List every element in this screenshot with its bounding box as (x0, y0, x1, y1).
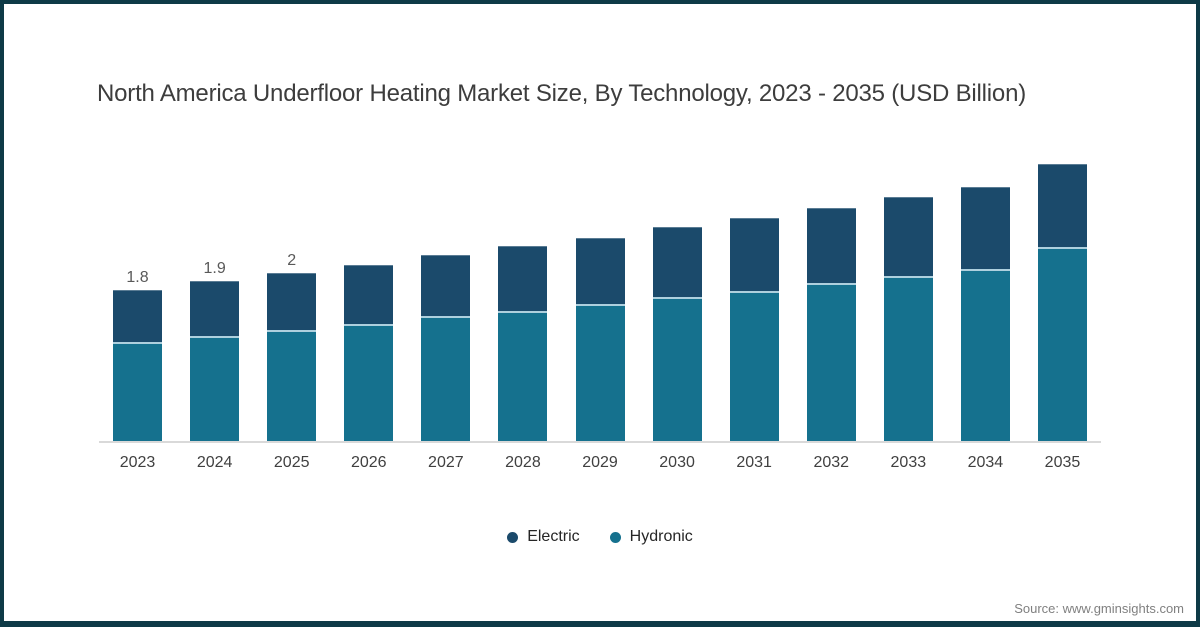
bar-stack (344, 264, 394, 441)
chart-title: North America Underfloor Heating Market … (97, 80, 1027, 107)
bar-segment-hydronic (806, 283, 856, 441)
bar-stack (113, 289, 163, 441)
bar-segment-electric (883, 197, 933, 276)
bar-total-label: 2 (287, 252, 297, 270)
bar-stack (421, 255, 471, 441)
legend-marker-icon (609, 531, 621, 543)
bar-stack (729, 218, 779, 441)
bar-segment-electric (190, 281, 240, 336)
legend-marker-icon (507, 531, 519, 543)
x-axis-label: 2035 (1044, 454, 1081, 471)
bar-total-label: 1.8 (126, 268, 149, 286)
bar-segment-hydronic (1037, 246, 1087, 441)
bar-segment-hydronic (113, 341, 163, 441)
bar-column (716, 158, 793, 441)
x-axis-label: 2024 (196, 454, 233, 471)
bar-column: 1.9 (176, 158, 253, 441)
x-axis-label: 2032 (813, 454, 850, 471)
plot-area: 1.8 1.9 2 (99, 158, 1101, 443)
bar-column (947, 158, 1024, 441)
bar-segment-hydronic (960, 268, 1010, 441)
x-axis-label: 2027 (428, 454, 464, 471)
bar-segment-electric (729, 218, 779, 292)
x-axis: 2023 2024 2025 2026 2027 2028 2029 2030 2031 2032… (99, 454, 1101, 472)
source-attribution: Source: www.gminsights.com (1014, 601, 1184, 616)
x-axis-label: 2029 (582, 454, 618, 471)
bar-column (484, 158, 561, 441)
legend-label: Electric (527, 528, 580, 545)
bar-segment-electric (113, 289, 163, 342)
legend: Electric Hydronic (4, 528, 1196, 546)
legend-label: Hydronic (629, 528, 693, 545)
x-axis-label: 2028 (505, 454, 541, 471)
bar-column (561, 158, 638, 441)
bar-column (330, 158, 407, 441)
bar-stack (806, 208, 856, 441)
bar-segment-electric (498, 246, 548, 311)
bar-segment-hydronic (344, 324, 394, 441)
legend-item-hydronic: Hydronic (609, 528, 693, 546)
bar-stack (883, 197, 933, 441)
bar-segment-electric (960, 186, 1010, 269)
legend-item-electric: Electric (507, 528, 580, 546)
bar-stack (652, 226, 702, 441)
bar-segment-electric (806, 208, 856, 284)
bar-segment-hydronic (729, 291, 779, 441)
bar-segment-hydronic (575, 304, 625, 441)
bar-stack (190, 281, 240, 441)
bar-stack (498, 246, 548, 441)
bar-segment-hydronic (652, 296, 702, 441)
bar-stack (960, 186, 1010, 441)
bar-segment-electric (575, 237, 625, 305)
bar-segment-hydronic (883, 275, 933, 441)
bar-column (407, 158, 484, 441)
bar-segment-hydronic (190, 336, 240, 441)
bar-column: 2 (253, 158, 330, 441)
x-axis-label: 2023 (119, 454, 156, 471)
bar-column: 1.8 (99, 158, 176, 441)
bar-segment-electric (652, 226, 702, 297)
bar-segment-electric (421, 255, 471, 316)
bar-stack (1037, 163, 1087, 441)
bar-column (793, 158, 870, 441)
bar-column (1024, 158, 1101, 441)
bar-stack (575, 237, 625, 441)
bar-segment-hydronic (421, 315, 471, 441)
bar-segment-electric (344, 264, 394, 325)
x-axis-label: 2026 (350, 454, 387, 471)
x-axis-label: 2033 (890, 454, 927, 471)
bar-segment-electric (1037, 163, 1087, 247)
x-axis-label: 2030 (659, 454, 695, 471)
bar-stack (267, 273, 317, 441)
bar-total-label: 1.9 (203, 260, 226, 278)
bar-column (639, 158, 716, 441)
bar-column (870, 158, 947, 441)
bar-segment-hydronic (498, 310, 548, 441)
x-axis-label: 2031 (736, 454, 772, 471)
x-axis-label: 2034 (967, 454, 1004, 471)
x-axis-label: 2025 (273, 454, 310, 471)
bar-segment-hydronic (267, 330, 317, 441)
bar-segment-electric (267, 273, 317, 331)
